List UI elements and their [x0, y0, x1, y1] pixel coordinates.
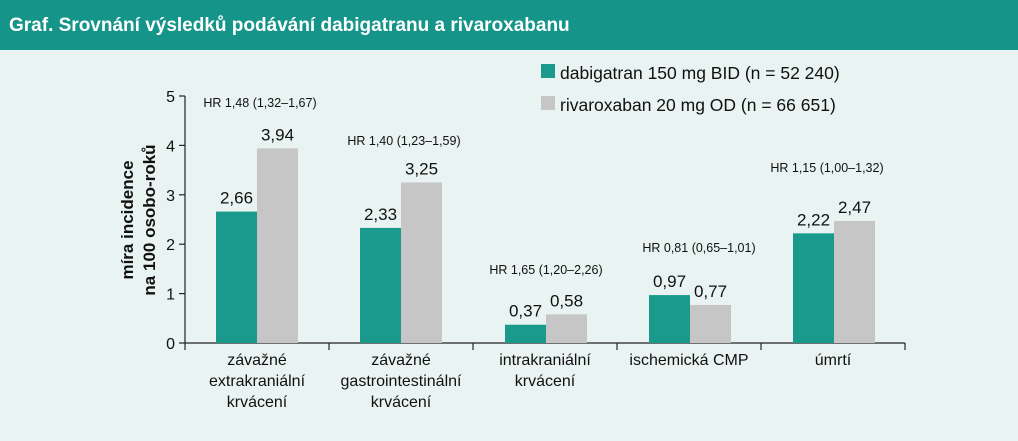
legend-label: dabigatran 150 mg BID (n = 52 240): [560, 63, 840, 83]
chart-header: Graf. Srovnání výsledků podávání dabigat…: [0, 0, 1018, 50]
data-label: 2,47: [838, 198, 871, 217]
y-tick-label: 1: [166, 287, 175, 304]
bar: [793, 233, 834, 343]
bar: [360, 227, 401, 343]
bar: [834, 220, 875, 343]
data-label: 0,58: [550, 291, 583, 310]
category-label: závažné: [227, 352, 287, 369]
data-label: 2,33: [364, 205, 397, 224]
y-axis-title: míra incidence: [118, 160, 137, 279]
category-label: intrakraniální: [499, 352, 591, 369]
bar: [546, 314, 587, 343]
data-label: 3,25: [405, 159, 438, 178]
hr-annotation: HR 1,15 (1,00–1,32): [770, 161, 883, 175]
category-label: závažné: [371, 352, 431, 369]
data-label: 0,77: [694, 282, 727, 301]
bar: [690, 304, 731, 343]
y-tick-label: 2: [166, 237, 175, 254]
category-label: úmrtí: [815, 352, 852, 369]
hr-annotation: HR 1,40 (1,23–1,59): [347, 134, 460, 148]
legend-swatch: [541, 64, 555, 78]
legend-swatch: [541, 96, 555, 110]
legend-label: rivaroxaban 20 mg OD (n = 66 651): [560, 95, 836, 115]
data-label: 3,94: [261, 125, 294, 144]
bar: [505, 324, 546, 343]
y-tick-label: 0: [166, 336, 175, 353]
category-label: gastrointestinální: [341, 373, 463, 390]
data-label: 0,37: [509, 302, 542, 321]
category-label: ischemická CMP: [629, 352, 748, 369]
y-tick-label: 5: [166, 89, 175, 106]
category-label: krvácení: [371, 394, 432, 411]
category-label: extrakraniální: [209, 373, 306, 390]
data-label: 2,22: [797, 210, 830, 229]
y-tick-label: 3: [166, 188, 175, 205]
hr-annotation: HR 1,65 (1,20–2,26): [489, 263, 602, 277]
hr-annotation: HR 1,48 (1,32–1,67): [203, 96, 316, 110]
bar: [257, 148, 298, 343]
category-label: krvácení: [515, 373, 576, 390]
bar: [401, 182, 442, 343]
bar: [216, 211, 257, 343]
category-label: krvácení: [227, 394, 288, 411]
hr-annotation: HR 0,81 (0,65–1,01): [642, 241, 755, 255]
data-label: 0,97: [653, 272, 686, 291]
data-label: 2,66: [220, 189, 253, 208]
bar: [649, 295, 690, 343]
chart-title: Graf. Srovnání výsledků podávání dabigat…: [9, 15, 570, 36]
y-tick-label: 4: [166, 138, 175, 155]
y-axis-title: na 100 osobo-roků: [140, 144, 159, 295]
